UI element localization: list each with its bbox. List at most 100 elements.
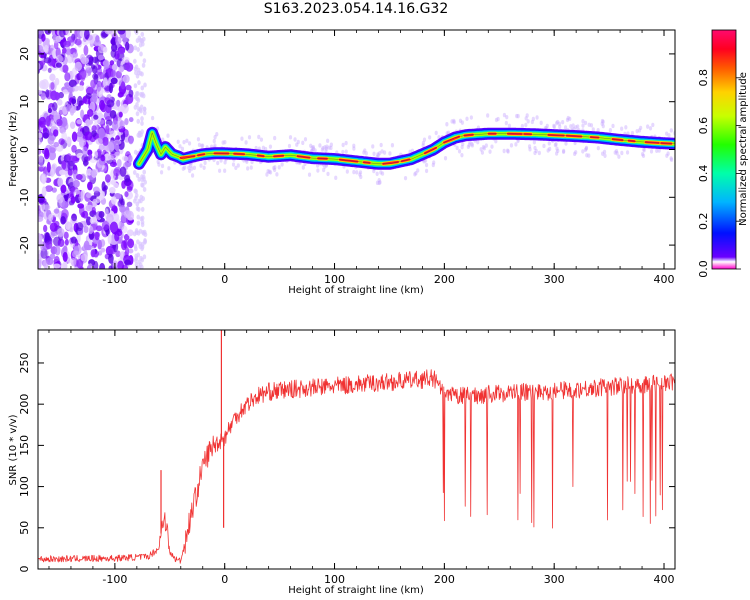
page-title: S163.2023.054.14.16.G32 — [263, 1, 449, 17]
halo-blob — [178, 144, 182, 149]
halo-blob — [223, 140, 227, 145]
noise-blob — [69, 107, 75, 116]
snr-y-tick-label: 50 — [18, 521, 31, 535]
noise-blob — [119, 250, 125, 257]
noise-blob — [87, 149, 93, 156]
snr-line — [38, 369, 675, 564]
noise-blob — [87, 34, 96, 44]
halo-blob — [452, 120, 456, 125]
noise-blob — [123, 156, 129, 162]
halo-blob — [268, 144, 273, 149]
noise-blob — [85, 92, 92, 99]
halo-blob — [223, 168, 227, 173]
noise-blob — [141, 41, 145, 47]
halo-blob — [600, 118, 605, 124]
noise-blob — [67, 160, 75, 171]
noise-blob — [100, 239, 106, 247]
spectrogram-y-ticks: -20 -10 0 10 20 — [18, 47, 675, 254]
noise-blob — [110, 179, 117, 186]
spectrogram-y-tick-label: 0 — [18, 146, 31, 153]
halo-blob — [273, 167, 277, 173]
halo-blob — [180, 146, 185, 152]
noise-blob — [76, 131, 84, 138]
noise-blob — [40, 60, 46, 66]
noise-blob — [38, 159, 44, 166]
noise-blob — [117, 30, 126, 35]
noise-blob — [113, 168, 121, 177]
noise-blob — [89, 157, 97, 164]
halo-blob — [380, 171, 385, 176]
snr-y-label: SNR (10 * v/v) — [8, 414, 19, 485]
halo-blob — [378, 150, 382, 156]
spectrogram-y-tick-label: 20 — [18, 47, 31, 61]
noise-blob — [91, 169, 97, 179]
noise-blob — [136, 214, 141, 220]
halo-blob — [303, 137, 308, 142]
halo-blob — [576, 124, 580, 129]
noise-blob — [49, 222, 58, 232]
halo-blob — [265, 172, 269, 177]
halo-blob — [557, 121, 561, 126]
halo-blob — [157, 162, 161, 167]
noise-blob — [62, 251, 68, 262]
halo-blob — [375, 171, 379, 176]
noise-blob — [127, 154, 133, 164]
halo-blob — [533, 150, 537, 156]
halo-blob — [524, 122, 528, 128]
noise-blob — [138, 241, 142, 247]
halo-blob — [555, 146, 559, 151]
halo-blob — [665, 153, 669, 158]
halo-blob — [372, 168, 376, 174]
noise-blob — [142, 187, 147, 193]
halo-blob — [197, 142, 202, 148]
halo-blob — [502, 148, 506, 154]
noise-blob — [92, 186, 100, 193]
halo-blob — [669, 128, 673, 133]
noise-blob — [111, 64, 118, 71]
halo-blob — [584, 145, 589, 151]
halo-blob — [293, 137, 297, 142]
halo-blob — [311, 145, 316, 150]
noise-blob — [69, 227, 74, 233]
noise-blob — [51, 187, 57, 193]
halo-blob — [334, 175, 338, 181]
spectrogram-y-tick-label: -10 — [18, 188, 31, 206]
noise-blob — [128, 117, 134, 123]
noise-blob — [75, 174, 83, 180]
halo-blob — [608, 128, 613, 133]
noise-blob — [110, 77, 118, 85]
halo-blob — [458, 118, 463, 123]
noise-blob — [97, 54, 105, 61]
colorbar-tick-label: 0.8 — [697, 69, 710, 87]
noise-blob — [115, 250, 121, 258]
noise-blob — [40, 248, 48, 259]
noise-blob — [83, 225, 89, 234]
halo-blob — [581, 118, 585, 124]
halo-blob — [245, 159, 249, 164]
noise-blob — [80, 53, 86, 63]
noise-blob — [57, 177, 64, 187]
noise-blob — [121, 240, 127, 251]
noise-blob — [91, 56, 99, 64]
halo-blob — [642, 146, 646, 152]
noise-blob — [100, 154, 106, 162]
noise-blob — [38, 258, 42, 267]
noise-blob — [108, 82, 114, 94]
halo-blob — [601, 151, 605, 156]
noise-blob — [85, 118, 90, 128]
noise-blob — [93, 150, 98, 159]
noise-blob — [38, 89, 43, 95]
noise-blob — [133, 198, 137, 204]
halo-blob — [574, 150, 578, 155]
noise-blob — [45, 89, 50, 98]
halo-blob — [414, 171, 418, 176]
noise-blob — [116, 158, 122, 168]
halo-blob — [223, 160, 227, 165]
noise-blob — [140, 85, 145, 91]
noise-blob — [96, 66, 102, 76]
noise-blob — [141, 36, 146, 42]
halo-blob — [272, 165, 276, 171]
halo-blob — [246, 166, 250, 171]
noise-blob — [47, 67, 52, 73]
snr-x-tick-label: 100 — [324, 573, 345, 586]
